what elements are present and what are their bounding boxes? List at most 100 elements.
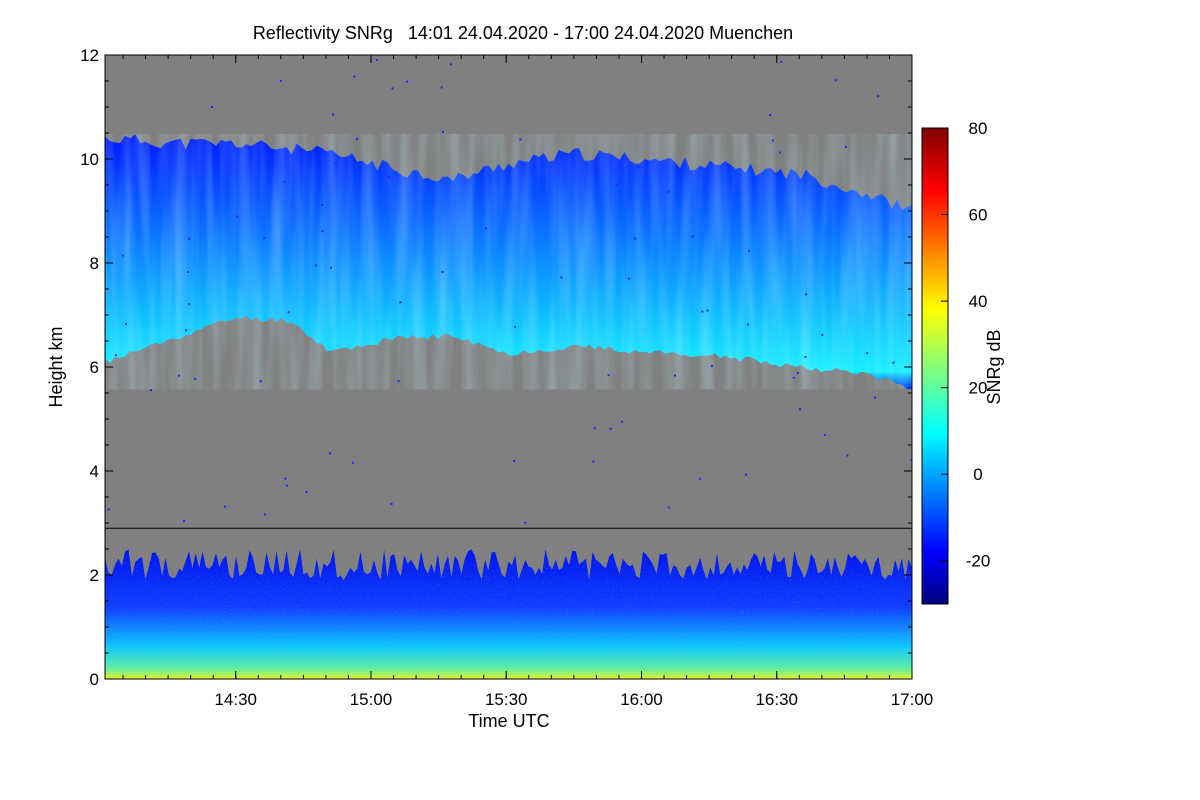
noise-dot [388,176,390,179]
y-tick-label: 6 [90,358,99,377]
noise-dot [114,354,117,357]
noise-dot [351,461,354,464]
noise-dot [332,113,334,116]
x-axis: 14:30 15:00 15:30 16:00 16:30 17:00 [122,55,934,709]
noise-dot [616,183,619,186]
noise-dot [399,301,402,304]
noise-dot [699,477,702,480]
noise-dot [264,513,266,516]
noise-dot [706,309,709,312]
noise-dot [667,190,670,193]
colorbar-tick-label: 20 [969,379,988,398]
noise-dot [621,420,624,423]
y-tick-label: 4 [90,462,99,481]
y-tick-label: 12 [80,46,99,65]
y-tick-label: 10 [80,150,99,169]
colorbar-tick-label: 40 [969,292,988,311]
colorbar [921,127,949,605]
colorbar-tick-label: 0 [973,465,982,484]
x-tick-label: 17:00 [891,690,934,709]
noise-dot [150,389,152,392]
colorbar-tick-label: 80 [969,119,988,138]
noise-dot [283,181,286,184]
noise-dot [391,87,394,90]
noise-dot [321,204,324,206]
cirrus-streaks [105,134,912,390]
noise-dot [284,477,287,480]
noise-dot [514,325,517,328]
noise-dot [122,254,124,257]
noise-dot [560,276,563,279]
noise-dot [804,355,807,358]
noise-dot [485,227,487,230]
noise-dot [210,106,213,108]
noise-dot [107,508,110,511]
noise-dot [780,60,783,63]
noise-dot [513,460,516,462]
noise-dot [691,235,694,238]
noise-dot [194,378,197,380]
x-axis-label: Time UTC [468,711,549,731]
noise-dot [330,266,333,269]
x-tick-label: 14:30 [214,690,257,709]
colorbar-axis: -20 0 20 40 60 80 [941,119,990,571]
chart-title: Reflectivity SNRg 14:01 24.04.2020 - 17:… [253,23,793,43]
noise-dot [321,230,324,233]
noise-dot [334,161,337,164]
noise-dot [823,433,826,436]
noise-dot [188,237,191,240]
noise-dot [834,79,837,82]
noise-dot [355,138,358,141]
noise-dot [769,114,772,117]
noise-dot [821,334,824,336]
noise-dot [634,237,637,240]
colorbar-label: SNRg dB [984,329,1004,404]
noise-dot [627,277,630,280]
noise-dot [771,139,774,142]
noise-dot [866,352,869,355]
noise-dot [442,130,444,133]
noise-dot [846,454,849,457]
x-tick-label: 16:30 [755,690,798,709]
noise-dot [259,380,262,383]
noise-dot [877,95,880,98]
noise-dot [450,63,452,66]
noise-dot [353,75,356,78]
noise-dot [796,371,799,374]
colorbar-tick-label: -20 [966,552,991,571]
noise-dot [710,365,713,368]
noise-dot [397,380,400,382]
noise-dot [778,151,781,154]
noise-dot [747,323,749,326]
noise-dot [637,166,640,168]
y-tick-label: 2 [90,566,99,585]
noise-dot [744,473,747,476]
y-axis: 0 2 4 6 8 10 12 [80,46,912,689]
noise-dots [107,58,912,524]
noise-dot [187,270,190,273]
noise-dot [910,458,912,461]
noise-dot [279,80,282,83]
noise-dot [440,86,443,89]
noise-dot [844,145,847,148]
y-tick-label: 0 [90,670,99,689]
noise-dot [124,323,127,326]
x-tick-label: 16:00 [620,690,663,709]
noise-dot [592,460,595,463]
noise-dot [263,237,266,240]
noise-dot [187,303,190,306]
noise-dot [798,408,801,411]
noise-dot [748,249,751,252]
colorbar-tick-label: 60 [969,206,988,225]
noise-dot [441,271,444,273]
noise-dot [236,215,239,218]
noise-dot [285,484,288,487]
noise-dot [892,361,895,364]
y-axis-label: Height km [46,326,66,407]
noise-dot [874,396,877,399]
noise-dot [287,311,290,314]
noise-dot [315,264,317,267]
noise-dot [224,505,226,508]
noise-dot [674,374,676,377]
noise-dot [805,293,808,296]
